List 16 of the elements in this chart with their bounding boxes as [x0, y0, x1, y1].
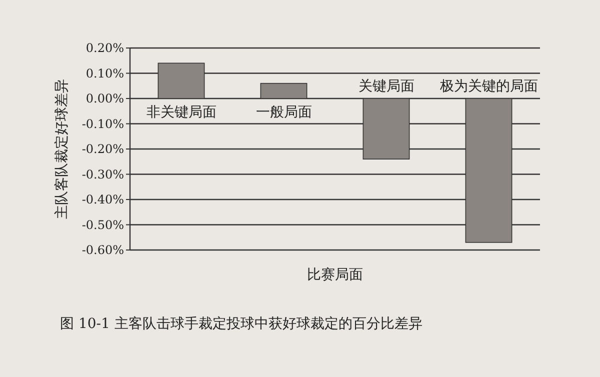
y-tick-label: -0.40% — [82, 192, 124, 206]
x-tick-label: 关键局面 — [358, 78, 414, 94]
y-axis-title: 主队客队裁定好球差异 — [54, 79, 70, 219]
x-tick-label: 非关键局面 — [146, 104, 216, 120]
y-tick-label: 0.10% — [86, 66, 124, 80]
x-axis-title: 比赛局面 — [307, 267, 363, 283]
y-tick-label: -0.30% — [82, 167, 124, 182]
y-tick-label: -0.50% — [82, 218, 124, 232]
y-tick-label: -0.20% — [82, 142, 124, 156]
x-tick-label: 一般局面 — [256, 104, 312, 120]
x-tick-label: 极为关键的局面 — [438, 78, 538, 94]
y-tick-label: -0.10% — [82, 116, 124, 131]
y-tick-label: 0.00% — [86, 92, 124, 106]
y-tick-label: 0.20% — [86, 41, 124, 55]
y-tick-label: -0.60% — [82, 243, 124, 257]
text: 图 10-1 主客队击球手裁定投球中获好球裁定的百分比差异 — [60, 316, 422, 332]
